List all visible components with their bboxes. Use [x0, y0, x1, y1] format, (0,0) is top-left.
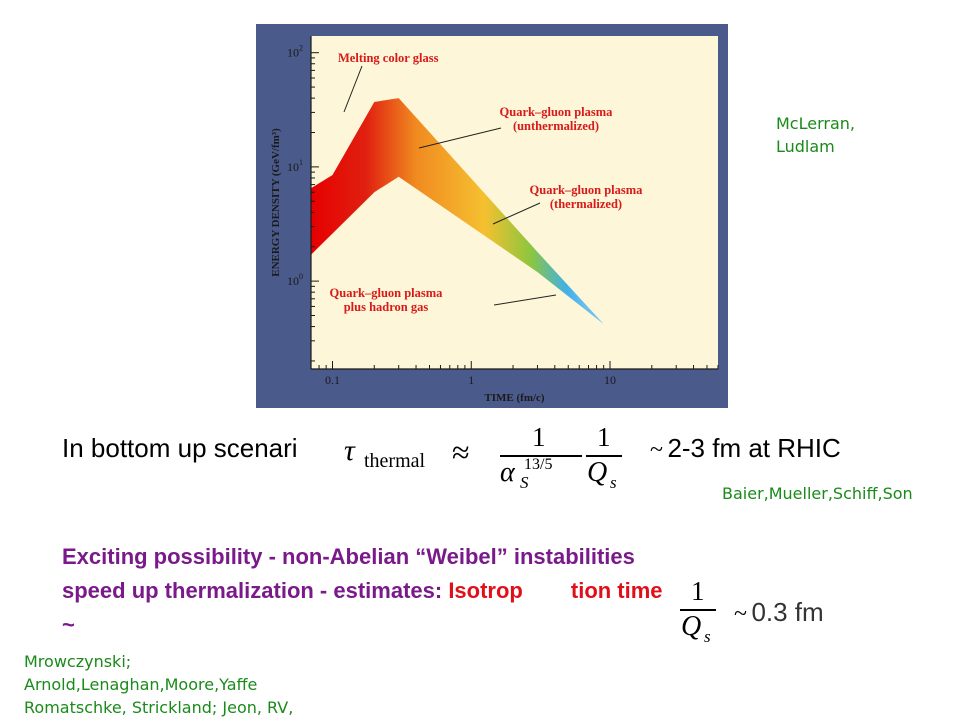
- region-label: Quark–gluon plasma: [330, 286, 444, 300]
- rhic-estimate-text: 2-3 fm at RHIC: [667, 433, 841, 463]
- fraction-bar: [586, 455, 622, 457]
- region-label: Quark–gluon plasma: [530, 183, 644, 197]
- tau-symbol: τ: [344, 434, 355, 467]
- alpha-symbol: α: [500, 457, 515, 488]
- region-label: Melting color glass: [338, 51, 439, 65]
- isotropization-formula: 1 Q s: [680, 574, 716, 650]
- credit-mclerran-line: Ludlam: [776, 137, 835, 156]
- fraction-bar: [680, 609, 716, 611]
- bottom-up-intro: In bottom up scenari: [62, 433, 298, 463]
- isotropization-estimate: ~ 0.3 fm: [734, 597, 824, 628]
- chart-svg: 0.1 1 10 102 101 100 TIME (fm/c) ENERGY DENSITY…: [256, 24, 728, 408]
- thermal-time-formula: τ thermal ≈ 1 α S 13/5 1 Q s: [340, 420, 630, 495]
- weibel-line-1: Exciting possibility - non-Abelian “Weib…: [62, 544, 635, 569]
- tau-subscript: thermal: [364, 450, 426, 472]
- tilde-symbol: ~: [734, 601, 747, 627]
- q-subscript: s: [610, 473, 617, 492]
- energy-density-chart: 0.1 1 10 102 101 100 TIME (fm/c) ENERGY DENSITY…: [256, 24, 728, 408]
- x-tick-label: 1: [468, 373, 474, 387]
- numerator: 1: [597, 422, 611, 452]
- x-tick-label: 10: [604, 373, 616, 387]
- numerator: 1: [691, 576, 705, 606]
- isotropization-estimate-text: 0.3 fm: [751, 597, 824, 627]
- q-subscript: s: [704, 627, 711, 646]
- tilde-symbol: ~: [650, 437, 663, 463]
- alpha-subscript: S: [520, 473, 529, 492]
- alpha-fraction: 1 α S 13/5: [500, 420, 582, 495]
- approx-symbol: ≈: [452, 434, 470, 470]
- region-label: Quark–gluon plasma: [500, 105, 614, 119]
- y-axis-label: ENERGY DENSITY (GeV/fm³): [270, 128, 282, 277]
- rhic-estimate: ~ 2-3 fm at RHIC: [650, 433, 841, 464]
- region-leader-line: [493, 294, 557, 306]
- credit-mclerran: McLerran, Ludlam: [776, 112, 855, 158]
- weibel-line-3: ~: [62, 612, 75, 637]
- y-tick-label: 101: [287, 158, 303, 174]
- region-leader-line: [492, 202, 541, 225]
- credit-mrowczynski: Mrowczynski; Arnold,Lenaghan,Moore,Yaffe…: [24, 650, 293, 719]
- y-tick-label: 100: [287, 272, 303, 288]
- credit-mrow-line: Mrowczynski;: [24, 652, 132, 671]
- credit-mrow-line: Arnold,Lenaghan,Moore,Yaffe: [24, 675, 258, 694]
- fraction-bar: [500, 455, 582, 457]
- q-symbol: Q: [681, 611, 702, 642]
- weibel-paragraph: Exciting possibility - non-Abelian “Weib…: [62, 540, 663, 642]
- plot-area: [311, 36, 718, 369]
- x-axis-label: TIME (fm/c): [484, 392, 545, 404]
- region-leader-line: [343, 65, 363, 113]
- x-tick-label: 0.1: [325, 373, 340, 387]
- q-symbol: Q: [587, 457, 608, 488]
- isotropization-start: Isotrop: [448, 578, 523, 603]
- credit-baier: Baier,Mueller,Schiff,Son: [722, 484, 913, 503]
- region-label: (unthermalized): [513, 119, 599, 133]
- alpha-exponent: 13/5: [524, 456, 553, 473]
- weibel-line-2: speed up thermalization - estimates: Iso…: [62, 574, 663, 608]
- credit-mclerran-line: McLerran,: [776, 114, 855, 133]
- numerator: 1: [532, 422, 546, 452]
- qs-fraction: 1 Q s: [586, 420, 622, 495]
- region-label: plus hadron gas: [344, 300, 429, 314]
- credit-mrow-line: Romatschke, Strickland; Jeon, RV,: [24, 698, 294, 717]
- region-leader-line: [418, 127, 502, 149]
- isotropization-end: tion time: [570, 578, 663, 603]
- weibel-line-2-start: speed up thermalization - estimates:: [62, 578, 449, 603]
- energy-band: [311, 98, 604, 325]
- region-label: (thermalized): [550, 197, 622, 211]
- y-tick-label: 102: [287, 44, 303, 60]
